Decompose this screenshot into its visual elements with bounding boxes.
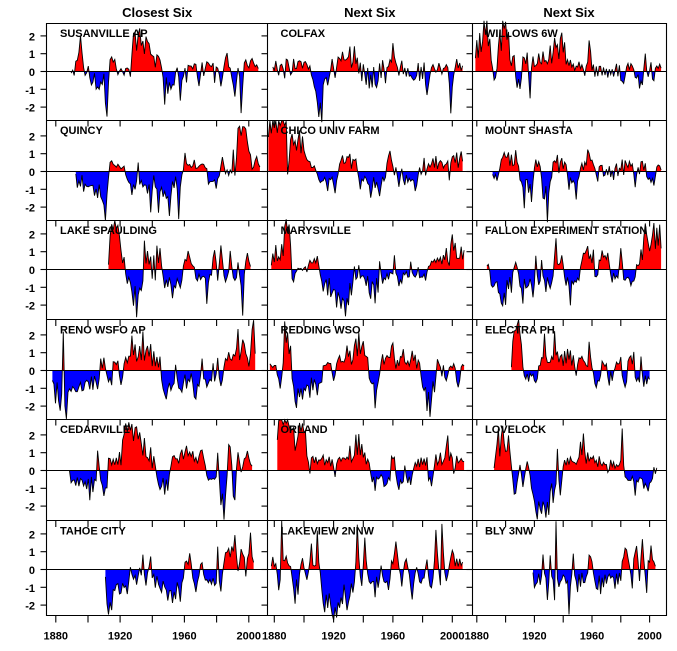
svg-text:2000: 2000	[440, 631, 464, 643]
svg-text:2000: 2000	[237, 631, 261, 643]
svg-text:1: 1	[29, 348, 35, 360]
svg-text:-1: -1	[25, 484, 35, 496]
svg-text:-2: -2	[25, 103, 35, 115]
svg-text:2: 2	[29, 529, 35, 541]
svg-text:-2: -2	[25, 402, 35, 414]
svg-text:Closest Six: Closest Six	[122, 5, 193, 20]
svg-text:-2: -2	[25, 601, 35, 613]
svg-text:0: 0	[29, 366, 35, 378]
svg-text:LAKE SPAULDING: LAKE SPAULDING	[60, 225, 157, 237]
svg-text:REDDING WSO: REDDING WSO	[281, 325, 362, 337]
svg-text:1920: 1920	[108, 631, 132, 643]
svg-text:CEDARVILLE: CEDARVILLE	[60, 424, 130, 436]
svg-text:0: 0	[29, 167, 35, 179]
svg-text:2: 2	[29, 31, 35, 43]
svg-text:1960: 1960	[172, 631, 196, 643]
svg-text:1880: 1880	[44, 631, 68, 643]
svg-text:2: 2	[29, 330, 35, 342]
svg-text:0: 0	[29, 565, 35, 577]
svg-text:0: 0	[29, 466, 35, 478]
svg-text:-2: -2	[25, 301, 35, 313]
svg-text:QUINCY: QUINCY	[60, 125, 103, 137]
svg-text:MOUNT SHASTA: MOUNT SHASTA	[485, 125, 573, 137]
svg-text:1920: 1920	[321, 631, 345, 643]
svg-text:0: 0	[29, 67, 35, 79]
svg-text:LOVELOCK: LOVELOCK	[485, 424, 546, 436]
svg-text:MARYSVILLE: MARYSVILLE	[281, 225, 352, 237]
svg-text:ORLAND: ORLAND	[281, 424, 328, 436]
svg-text:WILLOWS 6W: WILLOWS 6W	[485, 28, 558, 40]
svg-text:2: 2	[29, 229, 35, 241]
svg-text:CHICO UNIV FARM: CHICO UNIV FARM	[281, 125, 380, 137]
svg-text:Next Six: Next Six	[344, 5, 396, 20]
svg-text:-1: -1	[25, 283, 35, 295]
svg-text:1960: 1960	[381, 631, 405, 643]
svg-text:FALLON EXPERIMENT STATION: FALLON EXPERIMENT STATION	[485, 225, 647, 237]
svg-text:ELECTRA PH: ELECTRA PH	[485, 325, 555, 337]
svg-text:2: 2	[29, 430, 35, 442]
svg-text:-1: -1	[25, 185, 35, 197]
svg-text:-1: -1	[25, 85, 35, 97]
svg-text:1920: 1920	[522, 631, 546, 643]
svg-text:-2: -2	[25, 203, 35, 215]
svg-text:RENO WSFO AP: RENO WSFO AP	[60, 325, 146, 337]
svg-text:1960: 1960	[580, 631, 604, 643]
svg-text:2000: 2000	[637, 631, 661, 643]
svg-text:-1: -1	[25, 583, 35, 595]
svg-text:SUSANVILLE AP: SUSANVILLE AP	[60, 28, 148, 40]
svg-text:1: 1	[29, 149, 35, 161]
svg-text:2: 2	[29, 131, 35, 143]
svg-text:TAHOE CITY: TAHOE CITY	[60, 526, 126, 538]
svg-text:1: 1	[29, 547, 35, 559]
svg-text:BLY 3NW: BLY 3NW	[485, 526, 534, 538]
svg-text:Next Six: Next Six	[543, 5, 595, 20]
svg-text:1880: 1880	[465, 631, 489, 643]
svg-text:-1: -1	[25, 384, 35, 396]
svg-text:LAKEVIEW 2NNW: LAKEVIEW 2NNW	[281, 526, 375, 538]
svg-text:-2: -2	[25, 502, 35, 514]
svg-text:1: 1	[29, 49, 35, 61]
svg-text:1: 1	[29, 448, 35, 460]
svg-text:1: 1	[29, 247, 35, 259]
svg-text:1880: 1880	[262, 631, 286, 643]
svg-text:COLFAX: COLFAX	[281, 28, 326, 40]
svg-text:0: 0	[29, 265, 35, 277]
